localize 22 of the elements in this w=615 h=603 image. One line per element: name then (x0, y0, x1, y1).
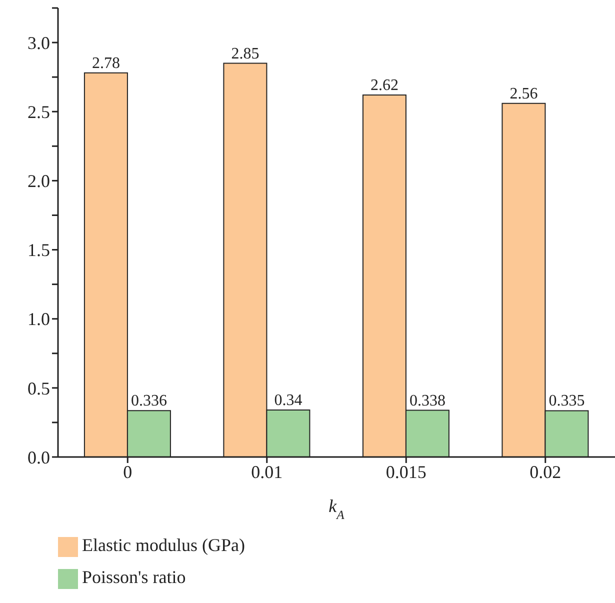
data-label: 2.62 (370, 77, 398, 94)
text: 0.0 (28, 447, 50, 468)
legend-label: Elastic modulus (GPa) (82, 535, 245, 555)
data-label: 2.56 (510, 85, 538, 102)
legend-label: Poisson's ratio (82, 567, 186, 587)
data-label: 2.85 (231, 45, 260, 62)
data-label: 0.335 (548, 392, 585, 410)
data-label: 0.336 (130, 392, 167, 410)
y-tick-label: 1.0 (28, 309, 50, 330)
x-tick-label: 0.02 (530, 462, 562, 482)
x-axis-title: k$_{A}$ (328, 496, 345, 522)
x-tick-label: 0 (123, 462, 132, 482)
data-label: 2.78 (92, 54, 120, 72)
y-tick-label: 0.5 (28, 378, 50, 398)
y-tick-label: 3.0 (28, 32, 50, 53)
data-label: 0.338 (409, 392, 446, 410)
y-tick-label: 2.0 (28, 171, 50, 192)
x-tick-label: 0.01 (251, 462, 283, 482)
data-label: 0.34 (274, 392, 302, 410)
y-tick-label: 2.5 (28, 102, 50, 122)
y-tick-label: 1.5 (28, 240, 50, 260)
x-tick-label: 0.015 (386, 462, 426, 482)
